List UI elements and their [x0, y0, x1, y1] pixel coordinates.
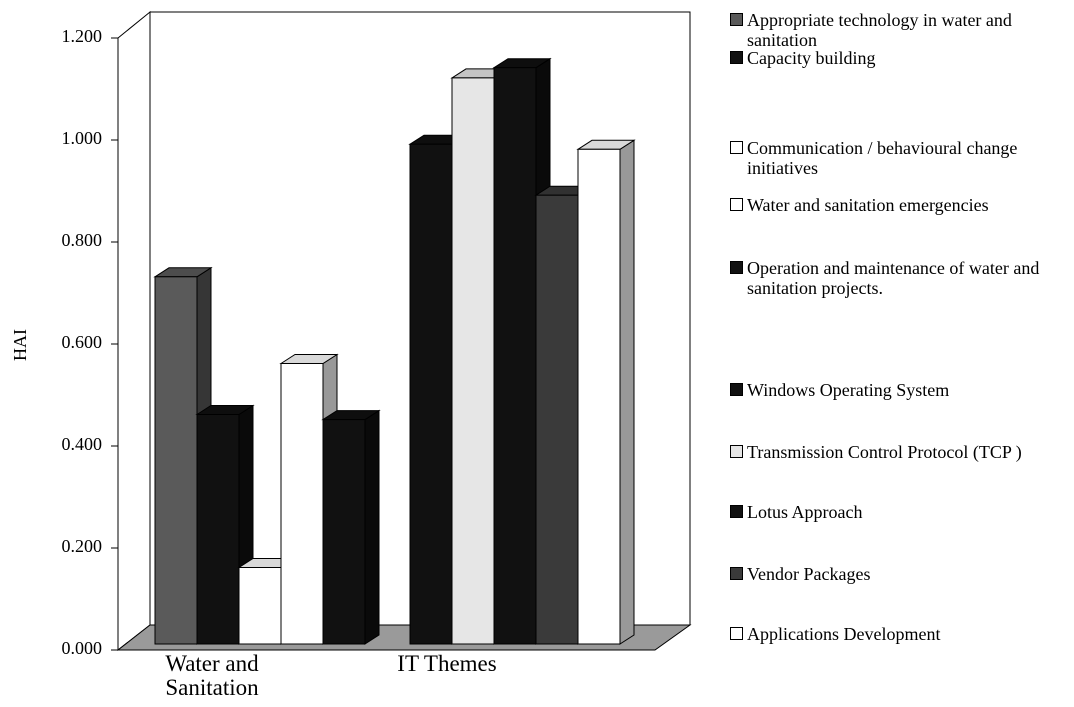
y-tick-label: 1.200	[62, 26, 103, 46]
legend-entry: Water and sanitation emergencies	[730, 195, 1070, 215]
legend-label: Communication / behavioural change initi…	[747, 138, 1018, 178]
legend-label: Vendor Packages	[747, 564, 871, 584]
y-tick-label: 0.800	[62, 230, 103, 250]
legend-entry: Capacity building	[730, 48, 1070, 68]
y-tick-label: 0.400	[62, 434, 103, 454]
legend-label: Operation and maintenance of water and s…	[747, 258, 1040, 298]
legend-entry: Communication / behavioural change initi…	[730, 138, 1070, 178]
y-tick-label: 0.000	[62, 638, 103, 658]
bar-front	[409, 143, 453, 645]
legend-swatch	[730, 13, 743, 26]
legend-label: Applications Development	[747, 624, 941, 644]
legend-swatch	[730, 567, 743, 580]
legend-entry: Lotus Approach	[730, 502, 1070, 522]
legend-entry: Windows Operating System	[730, 380, 1070, 400]
x-tick-label: Water and Sanitation	[165, 651, 259, 700]
x-tick-label: IT Themes	[397, 651, 497, 676]
bar-front	[322, 419, 366, 645]
bar	[576, 139, 636, 645]
bar-front	[196, 414, 240, 645]
legend-swatch	[730, 627, 743, 640]
bar-side	[619, 139, 635, 645]
legend-swatch	[730, 261, 743, 274]
bar-side	[364, 409, 380, 645]
legend-entry: Appropriate technology in water and sani…	[730, 10, 1070, 50]
legend-entry: Vendor Packages	[730, 564, 1070, 584]
legend-swatch	[730, 383, 743, 396]
bar-front	[280, 363, 324, 645]
legend-label: Transmission Control Protocol (TCP )	[747, 442, 1022, 462]
legend-label: Appropriate technology in water and sani…	[747, 10, 1012, 50]
legend-entry: Applications Development	[730, 624, 1070, 644]
legend-label: Capacity building	[747, 48, 876, 68]
legend-entry: Operation and maintenance of water and s…	[730, 258, 1070, 298]
bar-front	[154, 276, 198, 645]
bar	[321, 409, 381, 645]
legend-label: Windows Operating System	[747, 380, 950, 400]
bar-front	[238, 567, 282, 645]
y-tick-label: 1.000	[62, 128, 103, 148]
legend-swatch	[730, 445, 743, 458]
bar-front	[451, 77, 495, 645]
legend-swatch	[730, 51, 743, 64]
legend-swatch	[730, 141, 743, 154]
y-axis-label: HAI	[10, 329, 30, 361]
y-tick-label: 0.200	[62, 536, 103, 556]
legend-label: Water and sanitation emergencies	[747, 195, 989, 215]
y-tick-label: 0.600	[62, 332, 103, 352]
side-wall	[117, 10, 151, 652]
legend-entry: Transmission Control Protocol (TCP )	[730, 442, 1070, 462]
legend-swatch	[730, 198, 743, 211]
bar-front	[535, 194, 579, 645]
bar-front	[493, 67, 537, 645]
legend-label: Lotus Approach	[747, 502, 863, 522]
legend-swatch	[730, 505, 743, 518]
bar-front	[577, 148, 621, 645]
